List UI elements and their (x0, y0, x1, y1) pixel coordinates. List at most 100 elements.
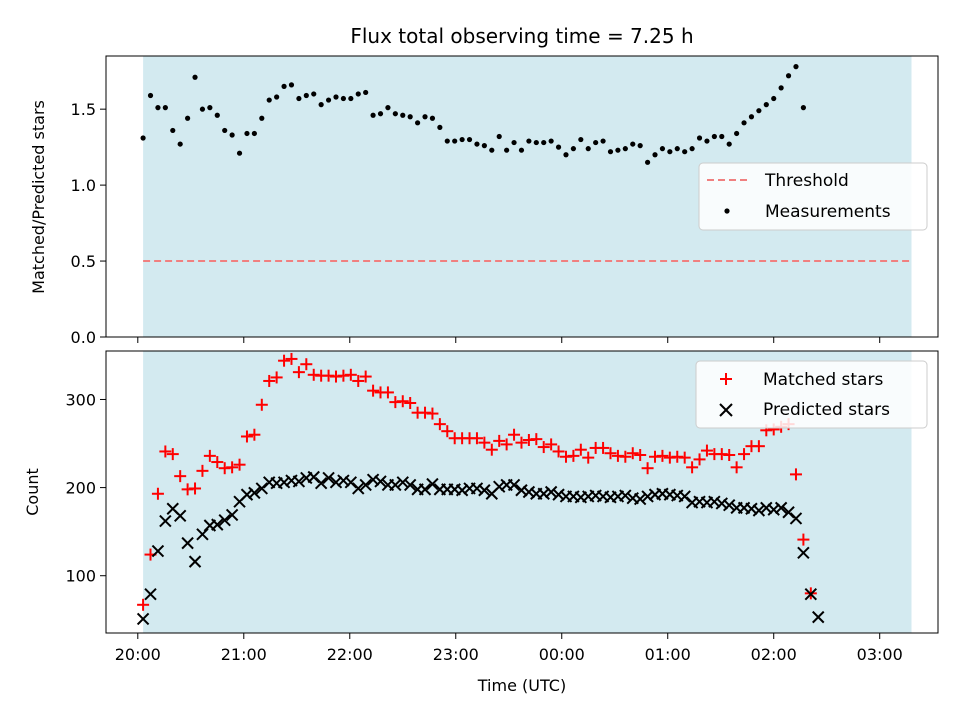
predicted-stars-point (359, 478, 372, 492)
measurement-point (548, 138, 554, 144)
matched-stars-point (500, 438, 513, 451)
matched-stars-point (530, 433, 543, 446)
predicted-stars-point (804, 588, 818, 601)
matched-stars-point (211, 456, 224, 469)
matched-stars-point (255, 398, 268, 411)
xtick-label: 01:00 (645, 645, 691, 664)
matched-stars-point (508, 428, 521, 441)
top-ytick-label: 1.5 (71, 100, 96, 119)
matched-stars-point (300, 358, 313, 371)
matched-stars-point (151, 487, 164, 500)
measurement-point (251, 130, 257, 137)
predicted-stars-point (715, 497, 728, 510)
xtick-label: 22:00 (327, 645, 373, 664)
measurement-point (652, 152, 658, 158)
predicted-stars-point (537, 487, 550, 500)
predicted-stars-point (478, 484, 491, 497)
matched-stars-point (159, 445, 172, 458)
predicted-stars-point (181, 536, 194, 550)
predicted-stars-point (774, 501, 788, 515)
measurement-point (377, 111, 384, 117)
legend-matched-label: Matched stars (763, 370, 883, 390)
predicted-stars-point (633, 492, 647, 506)
measurement-point (630, 141, 636, 147)
measurement-point (422, 114, 428, 120)
measurement-point (563, 152, 569, 158)
matched-stars-point (597, 441, 610, 454)
measurement-point (236, 150, 243, 156)
measurement-point (600, 138, 606, 144)
measurement-point (355, 91, 361, 97)
measurement-point (229, 132, 235, 138)
measurement-point (392, 111, 398, 117)
matched-stars-point (789, 468, 802, 481)
measurement-point (318, 102, 324, 108)
matched-stars-point (656, 449, 669, 462)
matched-stars-point (641, 462, 654, 475)
measurement-point (518, 147, 525, 153)
legend-matched-marker (720, 373, 732, 385)
matched-stars-point (270, 371, 283, 384)
matched-stars-point (137, 598, 150, 611)
measurement-point (667, 149, 673, 155)
bottom-legend: Matched stars Predicted stars (695, 360, 928, 429)
measurement-point (570, 146, 577, 152)
matched-stars-point (426, 407, 439, 420)
measurement-point (222, 127, 228, 134)
predicted-stars-point (211, 518, 224, 531)
matched-stars-point (196, 464, 209, 477)
measurement-point (185, 115, 191, 121)
measurement-point (214, 112, 220, 118)
predicted-stars-point (173, 509, 187, 523)
matched-stars-point (174, 470, 187, 483)
predicted-stars-point (418, 483, 432, 496)
matched-stars-point (263, 374, 276, 387)
xtick-label: 21:00 (221, 645, 267, 664)
measurement-point (325, 97, 332, 103)
measurement-point (659, 146, 666, 152)
matched-stars-point (352, 374, 365, 387)
predicted-stars-point (752, 504, 766, 517)
measurement-point (682, 149, 688, 155)
matched-stars-point (404, 396, 417, 409)
measurement-point (734, 130, 740, 137)
predicted-stars-point (767, 503, 780, 516)
bottom-axes-frame (105, 350, 939, 634)
predicted-stars-point (396, 476, 409, 489)
measurement-point (481, 143, 487, 149)
matched-stars-point (278, 354, 291, 367)
predicted-stars-point (389, 478, 402, 492)
predicted-stars-point (515, 484, 528, 497)
matched-stars-point (240, 430, 253, 443)
matched-stars-point (203, 449, 216, 462)
top-ytick-label: 0.0 (71, 328, 96, 347)
predicted-stars-point (797, 546, 810, 560)
measurement-point (177, 141, 183, 147)
measurement-point (763, 102, 769, 108)
predicted-stars-point (248, 486, 261, 500)
measurement-point (711, 133, 717, 140)
matched-stars-point (367, 384, 380, 397)
matched-stars-point (292, 366, 305, 379)
measurement-point (340, 95, 347, 102)
legend-predicted-marker (719, 403, 733, 417)
measurement-point (459, 136, 465, 143)
matched-stars-point (604, 447, 617, 460)
predicted-stars-point (812, 610, 825, 624)
measurement-point (199, 106, 206, 112)
measurement-point (296, 95, 302, 102)
matched-stars-point (686, 461, 699, 474)
matched-stars-point (626, 447, 639, 460)
predicted-stars-point (745, 502, 758, 515)
measurement-point (259, 115, 265, 121)
matched-stars-point (381, 386, 394, 399)
measurement-point (444, 138, 450, 144)
measurement-point (415, 120, 421, 126)
predicted-stars-point (544, 485, 558, 499)
measurement-point (785, 73, 792, 79)
bottom-panel: 100 200 300 20:00 21:00 22:00 23:00 00:00 01:00… (23, 350, 939, 695)
predicted-stars-point (455, 484, 469, 497)
measurement-point (511, 139, 517, 146)
predicted-stars-point (292, 475, 306, 488)
